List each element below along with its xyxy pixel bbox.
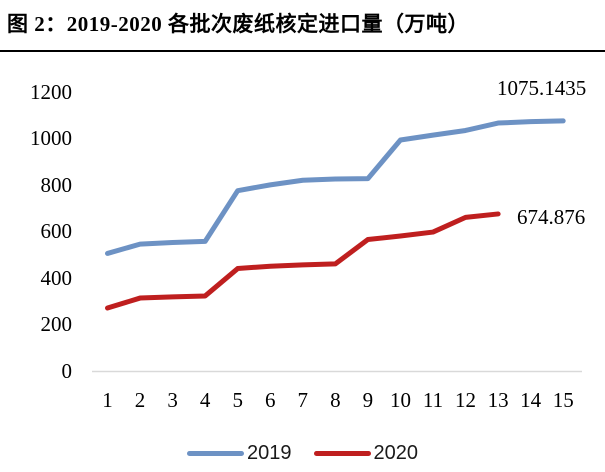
x-tick-label: 9 xyxy=(362,388,374,412)
chart-legend: 2019 2020 xyxy=(0,440,605,466)
x-tick-label: 15 xyxy=(552,388,574,412)
x-tick-label: 4 xyxy=(199,388,211,412)
figure-title: 图 2：2019-2020 各批次废纸核定进口量（万吨） xyxy=(7,12,469,36)
x-tick-label: 14 xyxy=(520,388,542,412)
x-tick-label: 5 xyxy=(232,388,243,412)
legend-swatch-2019 xyxy=(187,450,244,456)
x-tick-label: 10 xyxy=(389,388,411,412)
x-tick-label: 3 xyxy=(167,388,178,412)
title-divider xyxy=(0,50,605,52)
series-line-2019 xyxy=(105,118,566,256)
y-tick-label: 200 xyxy=(40,312,73,337)
x-tick-label: 6 xyxy=(265,388,276,412)
y-tick-label: 1000 xyxy=(30,126,72,151)
x-tick-label: 11 xyxy=(422,388,444,412)
y-tick-label: 1200 xyxy=(30,79,72,104)
x-tick-label: 13 xyxy=(487,388,509,412)
legend-item-2020: 2020 xyxy=(313,441,419,465)
x-tick-label: 2 xyxy=(134,388,146,412)
x-tick-label: 12 xyxy=(455,388,477,412)
y-tick-label: 800 xyxy=(40,172,73,197)
y-tick-label: 600 xyxy=(40,219,73,244)
series-line-2020 xyxy=(105,211,501,311)
data-label-2020-final: 674.876 xyxy=(517,205,586,229)
y-tick-label: 400 xyxy=(40,265,73,290)
legend-label-2020: 2020 xyxy=(373,442,419,464)
x-tick-label: 7 xyxy=(297,388,309,412)
data-label-2019-final: 1075.1435 xyxy=(497,76,587,100)
x-tick-label: 8 xyxy=(330,388,341,412)
legend-item-2019: 2019 xyxy=(187,441,292,465)
legend-swatch-2020 xyxy=(313,450,371,456)
x-tick-label: 1 xyxy=(102,388,113,412)
y-tick-label: 0 xyxy=(61,358,73,383)
legend-label-2019: 2019 xyxy=(247,442,292,464)
